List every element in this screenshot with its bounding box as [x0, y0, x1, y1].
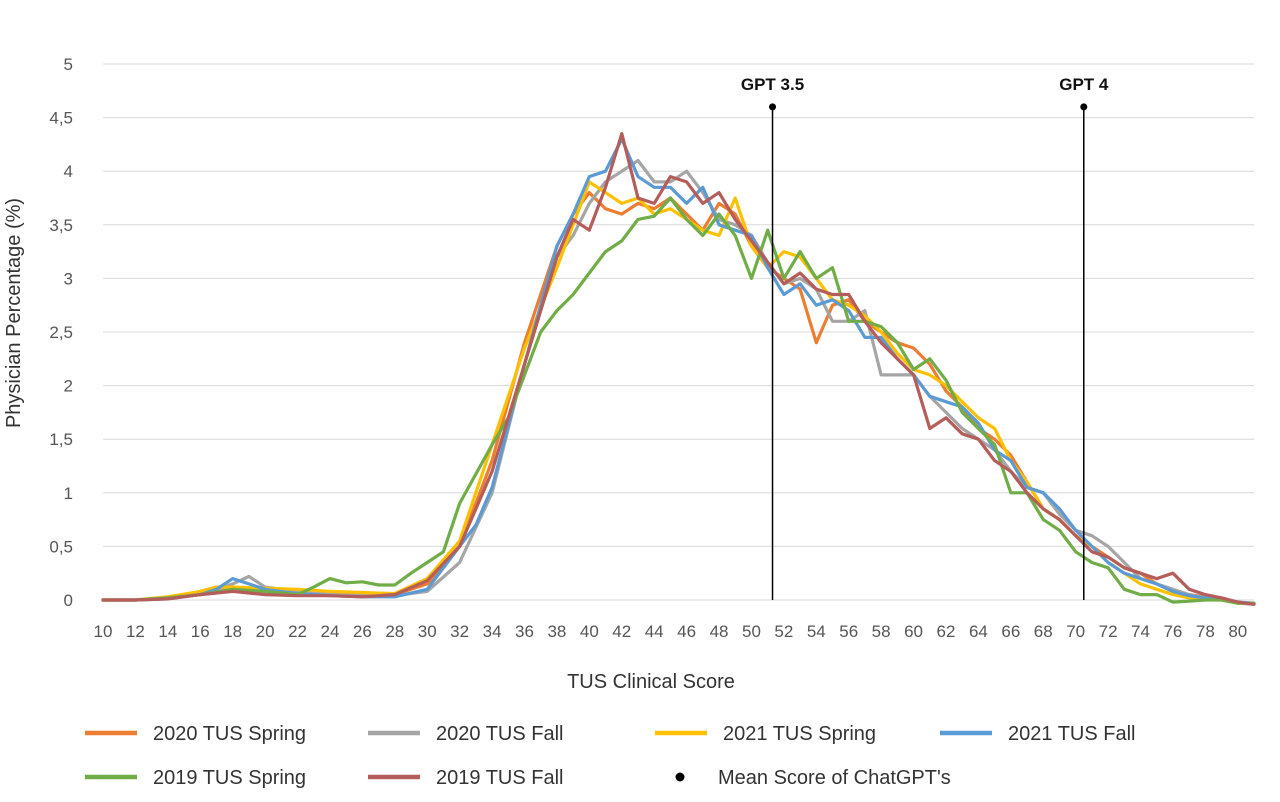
legend-marker — [675, 772, 685, 782]
x-tick-label: 52 — [774, 622, 793, 641]
x-tick-label: 50 — [742, 622, 761, 641]
y-tick-label: 1 — [64, 484, 73, 503]
y-tick-label: 0 — [64, 591, 73, 610]
legend-label: 2021 TUS Fall — [1008, 723, 1135, 745]
y-tick-label: 3,5 — [49, 216, 73, 235]
legend-label: 2020 TUS Fall — [436, 723, 563, 745]
x-tick-label: 58 — [872, 622, 891, 641]
x-axis-title: TUS Clinical Score — [567, 671, 735, 693]
x-tick-label: 24 — [320, 622, 339, 641]
annotation-marker — [769, 103, 777, 111]
legend-label: 2021 TUS Spring — [723, 723, 876, 745]
x-tick-label: 44 — [645, 622, 664, 641]
y-tick-label: 3 — [64, 269, 73, 288]
x-tick-label: 48 — [710, 622, 729, 641]
grid-lines — [103, 63, 1254, 601]
x-tick-label: 12 — [126, 622, 145, 641]
y-tick-label: 4 — [64, 162, 73, 181]
x-axis-ticks: 10 12 14 16 18 20 22 24 26 28 30 32 34 36 38 40 42 44 46 48… — [94, 622, 1248, 641]
x-tick-label: 42 — [612, 622, 631, 641]
x-tick-label: 80 — [1228, 622, 1247, 641]
x-tick-label: 60 — [904, 622, 923, 641]
x-tick-label: 62 — [937, 622, 956, 641]
y-tick-label: 2 — [64, 377, 73, 396]
x-tick-label: 76 — [1163, 622, 1182, 641]
series-line — [101, 132, 1256, 606]
x-tick-label: 14 — [158, 622, 177, 641]
x-tick-label: 68 — [1034, 622, 1053, 641]
x-tick-label: 34 — [483, 622, 502, 641]
x-tick-label: 74 — [1131, 622, 1150, 641]
x-tick-label: 40 — [580, 622, 599, 641]
x-tick-label: 22 — [288, 622, 307, 641]
legend-label: 2019 TUS Spring — [153, 767, 306, 789]
x-tick-label: 32 — [450, 622, 469, 641]
x-tick-label: 26 — [353, 622, 372, 641]
x-tick-label: 16 — [191, 622, 210, 641]
annotation-label: GPT 4 — [1059, 75, 1109, 94]
x-tick-label: 38 — [547, 622, 566, 641]
x-tick-label: 36 — [515, 622, 534, 641]
annotation-label: GPT 3.5 — [741, 75, 804, 94]
x-tick-label: 54 — [807, 622, 826, 641]
legend-label: Mean Score of ChatGPT's — [718, 767, 951, 789]
legend-label: 2020 TUS Spring — [153, 723, 306, 745]
x-tick-label: 30 — [418, 622, 437, 641]
series-line — [101, 196, 1256, 605]
annotations: GPT 3.5 GPT 4 — [741, 75, 1109, 600]
y-axis-title: Physician Percentage (%) — [3, 198, 25, 428]
x-tick-label: 20 — [256, 622, 275, 641]
legend-label: 2019 TUS Fall — [436, 767, 563, 789]
x-tick-label: 72 — [1099, 622, 1118, 641]
x-tick-label: 18 — [223, 622, 242, 641]
x-tick-label: 28 — [385, 622, 404, 641]
y-tick-label: 0,5 — [49, 537, 73, 556]
x-tick-label: 10 — [94, 622, 113, 641]
legend: 2020 TUS Spring 2020 TUS Fall 2021 TUS Spr… — [85, 723, 1135, 789]
y-tick-label: 4,5 — [49, 109, 73, 128]
y-axis-ticks: 0 0,5 1 1,5 2 2,5 3 3,5 4 4,5 5 — [49, 55, 73, 610]
annotation-marker — [1080, 103, 1088, 111]
series-lines — [101, 132, 1256, 606]
x-tick-label: 70 — [1066, 622, 1085, 641]
x-tick-label: 64 — [969, 622, 988, 641]
x-tick-label: 46 — [677, 622, 696, 641]
x-tick-label: 78 — [1196, 622, 1215, 641]
y-tick-label: 2,5 — [49, 323, 73, 342]
y-tick-label: 5 — [64, 55, 73, 74]
y-tick-label: 1,5 — [49, 430, 73, 449]
x-tick-label: 56 — [839, 622, 858, 641]
x-tick-label: 66 — [1001, 622, 1020, 641]
